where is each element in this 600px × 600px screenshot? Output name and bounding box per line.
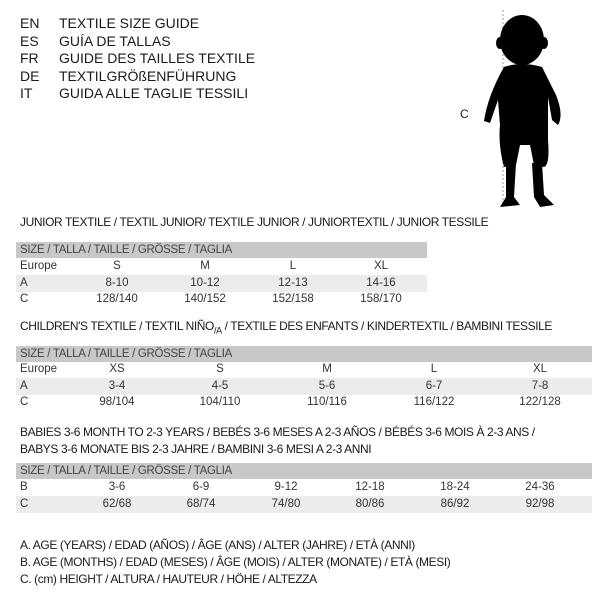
child-silhouette-figure: [484, 10, 561, 207]
table-cell: 7-8: [531, 379, 549, 392]
children-table-header: SIZE / TALLA / TAILLE / GRÖSSE / TAGLIA: [16, 346, 592, 362]
table-row: B 3-6 6-9 9-12 12-18 18-24 24-36: [16, 479, 592, 496]
language-code: ES: [20, 32, 39, 49]
table-cell: 104/110: [199, 396, 241, 408]
table-cell: M: [200, 260, 210, 272]
table-cell: 98/104: [99, 396, 135, 408]
table-cell: 18-24: [440, 481, 470, 493]
table-cell: 116/122: [413, 396, 455, 408]
legend-c: C. (cm) HEIGHT / ALTURA / HAUTEUR / HÖHE…: [20, 572, 317, 586]
table-cell: 3-6: [108, 481, 126, 493]
table-cell: 122/128: [519, 396, 561, 408]
row-label: A: [20, 379, 28, 392]
table-cell: XL: [373, 260, 389, 272]
table-row: Europe XS S M L XL: [16, 361, 592, 378]
table-row: C 98/104 104/110 110/116 116/122 122/128: [16, 394, 592, 411]
legend-b: B. AGE (MONTHS) / EDAD (MESES) / ÂGE (MO…: [20, 555, 451, 569]
table-cell: 6-7: [425, 379, 443, 392]
table-cell: 62/68: [102, 497, 132, 510]
table-cell: 110/116: [307, 396, 347, 408]
table-cell: M: [322, 363, 332, 375]
table-cell: 4-5: [211, 379, 229, 392]
junior-table-title: JUNIOR TEXTILE / TEXTIL JUNIOR/ TEXTILE …: [20, 215, 489, 229]
legend-a: A. AGE (YEARS) / EDAD (AÑOS) / ÂGE (ANS)…: [20, 538, 415, 552]
table-cell: 14-16: [366, 276, 396, 289]
babies-table-title-line1: BABIES 3-6 MONTH TO 2-3 YEARS / BEBÉS 3-…: [20, 425, 535, 439]
language-code: IT: [20, 85, 33, 101]
table-row: A 3-4 4-5 5-6 6-7 7-8: [16, 377, 592, 395]
table-row: C 62/68 68/74 74/80 80/86 86/92 92/98: [16, 495, 592, 513]
table-cell: L: [430, 363, 438, 375]
table-cell: 5-6: [318, 379, 336, 392]
row-label: C: [20, 497, 29, 510]
height-label: C: [460, 107, 469, 121]
title-subscript: /A: [213, 325, 222, 336]
table-cell: 92/98: [525, 497, 555, 510]
language-code: EN: [20, 15, 40, 31]
row-label: B: [20, 481, 28, 493]
table-cell: 80/86: [355, 497, 385, 510]
guide-title: GUÍA DE TALLAS: [59, 32, 171, 49]
children-table-title: CHILDREN'S TEXTILE / TEXTIL NIÑO/A / TEX…: [20, 319, 552, 335]
language-code: DE: [20, 67, 40, 84]
guide-title: GUIDA ALLE TAGLIE TESSILI: [59, 85, 249, 101]
table-cell: 8-10: [105, 276, 129, 289]
table-cell: 24-36: [525, 481, 555, 493]
row-label: Europe: [20, 260, 58, 272]
table-row: A 8-10 10-12 12-13 14-16: [16, 274, 427, 292]
table-cell: 3-4: [108, 379, 126, 392]
babies-table-header: SIZE / TALLA / TAILLE / GRÖSSE / TAGLIA: [16, 463, 592, 479]
guide-title: GUIDE DES TAILLES TEXTILE: [59, 50, 256, 66]
table-cell: S: [113, 260, 121, 272]
row-label: C: [20, 396, 29, 408]
table-row: C 128/140 140/152 152/158 158/170: [16, 291, 427, 308]
language-code: FR: [20, 50, 39, 66]
title-text: / TEXTILE DES ENFANTS / KINDERTEXTIL / B…: [221, 319, 553, 333]
table-cell: 9-12: [274, 481, 298, 493]
junior-table-header: SIZE / TALLA / TAILLE / GRÖSSE / TAGLIA: [16, 242, 427, 258]
babies-table-title-line2: BABYS 3-6 MONATE BIS 2-3 JAHRE / BAMBINI…: [20, 442, 372, 456]
child-silhouette-icon: [484, 15, 561, 207]
table-cell: 12-13: [278, 276, 308, 289]
table-cell: 86/92: [440, 497, 470, 510]
table-cell: 74/80: [271, 497, 301, 510]
table-cell: L: [289, 260, 297, 272]
table-cell: 12-18: [355, 481, 385, 493]
table-cell: 128/140: [96, 293, 138, 305]
table-cell: 152/158: [272, 293, 314, 305]
table-cell: XS: [109, 363, 125, 375]
table-cell: XL: [532, 363, 548, 375]
table-cell: 158/170: [360, 293, 402, 305]
table-cell: 10-12: [190, 276, 220, 289]
row-label: C: [20, 293, 29, 305]
guide-title: TEXTILE SIZE GUIDE: [59, 15, 200, 31]
table-cell: 6-9: [192, 481, 210, 493]
table-cell: 140/152: [184, 293, 226, 305]
guide-title: TEXTILGRÖßENFÜHRUNG: [59, 67, 237, 84]
row-label: Europe: [20, 363, 58, 375]
title-text: CHILDREN'S TEXTILE / TEXTIL NIÑO: [20, 319, 214, 333]
table-cell: S: [216, 363, 224, 375]
table-cell: 68/74: [186, 497, 216, 510]
row-label: A: [20, 276, 28, 289]
table-row: Europe S M L XL: [16, 258, 427, 275]
